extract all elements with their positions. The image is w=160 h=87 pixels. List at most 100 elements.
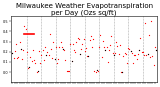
Point [125, 53, 127, 54]
Point [39, 62, 41, 63]
Point [104, 49, 107, 51]
Point [53, 58, 56, 59]
Point [80, 49, 82, 50]
Point [105, 46, 108, 48]
Point [20, 48, 22, 49]
Point [129, 51, 132, 52]
Point [20, 48, 22, 49]
Point [104, 49, 107, 51]
Point [131, 53, 133, 54]
Point [99, 34, 102, 35]
Point [11, 52, 14, 54]
Point [119, 45, 121, 46]
Point [146, 54, 149, 55]
Point [61, 46, 63, 47]
Point [91, 47, 93, 48]
Point [152, 65, 155, 66]
Point [59, 41, 62, 43]
Point [57, 58, 60, 60]
Point [62, 48, 64, 49]
Point [53, 58, 56, 59]
Point [35, 71, 38, 72]
Point [90, 35, 92, 36]
Point [155, 50, 157, 51]
Point [145, 54, 148, 55]
Point [92, 38, 95, 39]
Point [76, 38, 79, 39]
Point [70, 61, 73, 62]
Point [115, 41, 117, 42]
Point [24, 29, 27, 30]
Point [129, 51, 132, 52]
Point [72, 44, 74, 45]
Point [22, 49, 24, 51]
Point [96, 70, 98, 71]
Point [149, 56, 151, 58]
Point [50, 49, 52, 50]
Point [143, 54, 145, 55]
Point [112, 54, 115, 56]
Point [65, 71, 68, 72]
Point [84, 50, 86, 51]
Point [44, 46, 46, 48]
Point [14, 50, 16, 52]
Point [46, 52, 49, 53]
Point [117, 53, 120, 54]
Point [36, 70, 39, 71]
Point [97, 71, 99, 72]
Point [23, 26, 26, 27]
Point [150, 21, 152, 22]
Point [52, 42, 55, 43]
Point [121, 71, 124, 73]
Point [151, 55, 154, 57]
Point [138, 49, 140, 50]
Point [112, 54, 115, 56]
Point [48, 34, 51, 35]
Point [135, 58, 138, 60]
Point [128, 48, 131, 50]
Point [96, 70, 98, 71]
Point [86, 55, 88, 56]
Point [132, 63, 134, 64]
Point [140, 51, 143, 53]
Point [133, 55, 136, 56]
Point [55, 46, 57, 48]
Point [30, 60, 33, 62]
Point [69, 44, 72, 45]
Point [87, 56, 90, 57]
Point [73, 49, 75, 51]
Point [12, 57, 15, 58]
Point [137, 53, 139, 55]
Point [109, 45, 111, 46]
Point [70, 61, 73, 62]
Point [102, 40, 104, 41]
Point [81, 43, 84, 45]
Point [122, 55, 125, 56]
Point [139, 37, 142, 39]
Point [28, 66, 31, 68]
Point [63, 49, 66, 51]
Point [114, 52, 116, 54]
Title: Milwaukee Weather Evapotranspiration
per Day (Ozs sq/ft): Milwaukee Weather Evapotranspiration per… [16, 3, 153, 16]
Point [85, 48, 87, 49]
Point [126, 62, 128, 63]
Point [75, 41, 78, 43]
Point [32, 49, 34, 51]
Point [40, 55, 43, 56]
Point [100, 56, 103, 57]
Point [74, 52, 76, 53]
Point [17, 57, 20, 58]
Point [36, 70, 39, 71]
Point [103, 46, 105, 48]
Point [18, 42, 21, 43]
Point [110, 36, 113, 37]
Point [45, 54, 48, 56]
Point [93, 70, 96, 72]
Point [11, 52, 14, 54]
Point [123, 52, 126, 54]
Point [47, 54, 50, 55]
Point [148, 34, 150, 36]
Point [88, 39, 91, 41]
Point [56, 62, 58, 64]
Point [26, 51, 28, 52]
